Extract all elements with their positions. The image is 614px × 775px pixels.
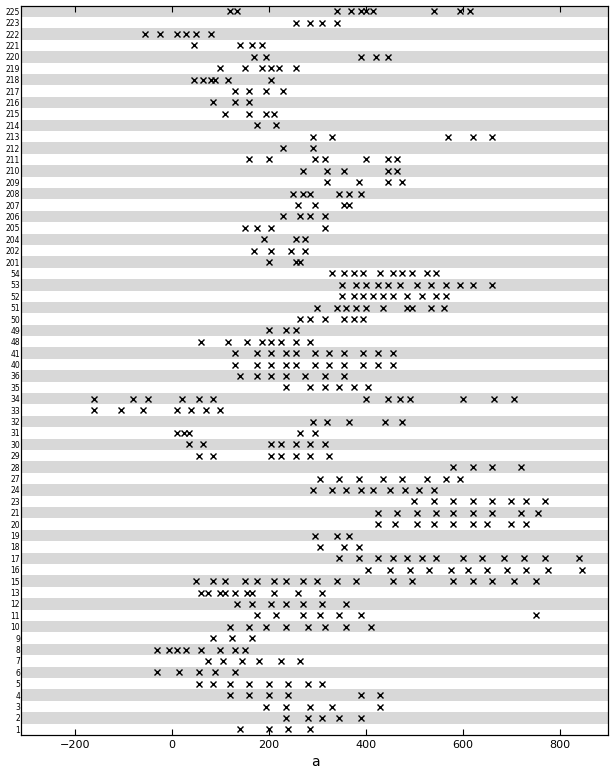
Bar xyxy=(21,655,608,666)
Bar xyxy=(21,119,608,131)
Bar xyxy=(21,199,608,211)
Bar xyxy=(21,245,608,257)
Bar xyxy=(21,257,608,267)
Bar xyxy=(21,518,608,530)
Bar xyxy=(21,484,608,496)
Bar xyxy=(21,712,608,724)
Bar xyxy=(21,336,608,347)
Bar xyxy=(21,97,608,109)
Bar xyxy=(21,359,608,370)
Bar xyxy=(21,461,608,473)
Bar xyxy=(21,109,608,119)
Bar xyxy=(21,51,608,63)
Bar xyxy=(21,621,608,632)
Bar xyxy=(21,291,608,302)
Bar xyxy=(21,40,608,51)
Bar xyxy=(21,302,608,313)
X-axis label: a: a xyxy=(311,756,319,770)
Bar xyxy=(21,347,608,359)
Bar xyxy=(21,576,608,587)
Bar xyxy=(21,666,608,678)
Bar xyxy=(21,267,608,279)
Bar xyxy=(21,188,608,199)
Bar xyxy=(21,416,608,427)
Bar xyxy=(21,530,608,541)
Bar xyxy=(21,74,608,85)
Bar xyxy=(21,598,608,610)
Bar xyxy=(21,143,608,153)
Bar xyxy=(21,678,608,690)
Bar xyxy=(21,644,608,655)
Bar xyxy=(21,153,608,165)
Bar xyxy=(21,724,608,735)
Bar xyxy=(21,165,608,177)
Bar xyxy=(21,382,608,393)
Bar xyxy=(21,427,608,439)
Bar xyxy=(21,370,608,382)
Bar xyxy=(21,279,608,291)
Bar xyxy=(21,222,608,233)
Bar xyxy=(21,211,608,222)
Bar xyxy=(21,63,608,74)
Bar xyxy=(21,632,608,644)
Bar xyxy=(21,587,608,598)
Bar xyxy=(21,405,608,416)
Bar xyxy=(21,233,608,245)
Bar xyxy=(21,450,608,461)
Bar xyxy=(21,5,608,17)
Bar xyxy=(21,393,608,405)
Bar xyxy=(21,313,608,325)
Bar xyxy=(21,701,608,712)
Bar xyxy=(21,564,608,576)
Bar xyxy=(21,473,608,484)
Bar xyxy=(21,131,608,143)
Bar xyxy=(21,496,608,507)
Bar xyxy=(21,610,608,621)
Bar xyxy=(21,439,608,450)
Bar xyxy=(21,507,608,518)
Bar xyxy=(21,541,608,553)
Bar xyxy=(21,325,608,336)
Bar xyxy=(21,690,608,701)
Bar xyxy=(21,17,608,29)
Bar xyxy=(21,85,608,97)
Bar xyxy=(21,553,608,564)
Bar xyxy=(21,177,608,188)
Bar xyxy=(21,29,608,40)
